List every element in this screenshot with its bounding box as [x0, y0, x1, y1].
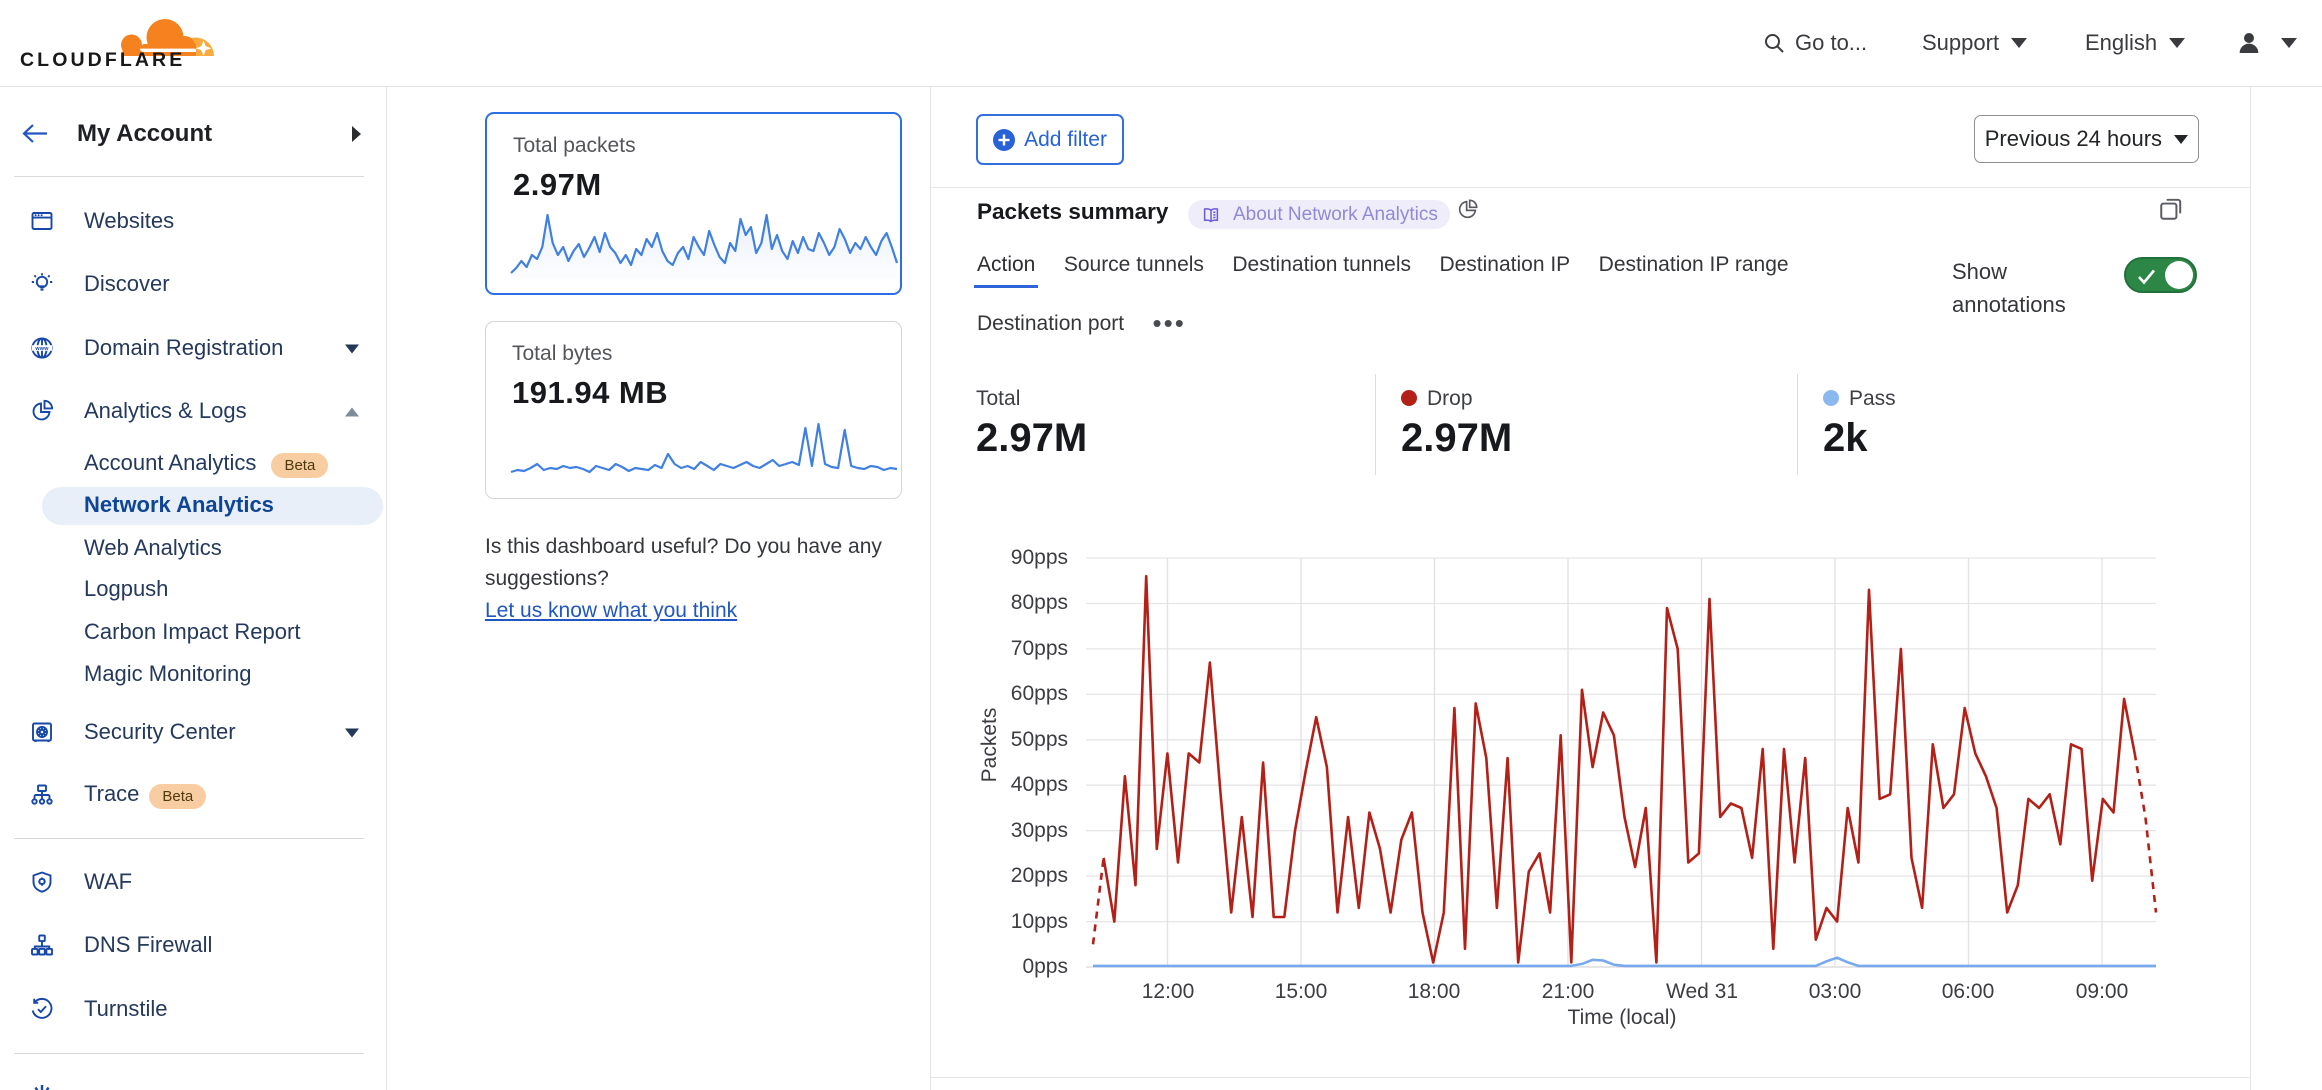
svg-text:CLOUDFLARE: CLOUDFLARE — [20, 49, 185, 71]
svg-text:www: www — [34, 346, 49, 352]
